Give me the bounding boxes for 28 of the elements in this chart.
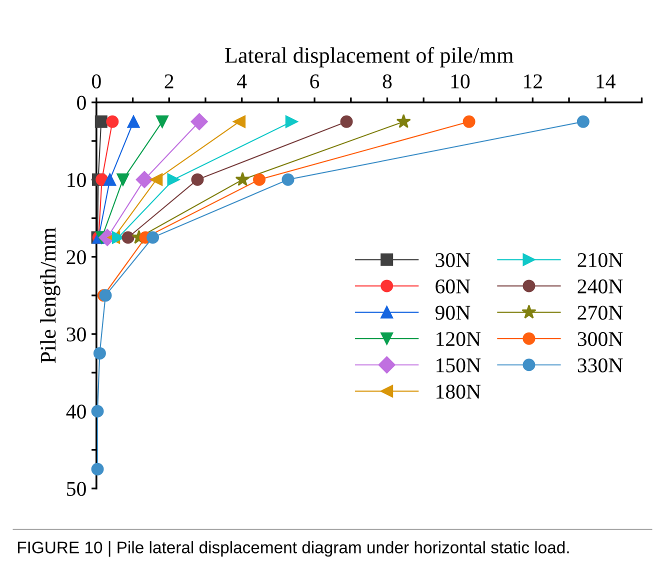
y-tick-label: 50 [67, 482, 86, 496]
x-tick-label: 8 [382, 74, 392, 88]
legend-label: 270N [578, 306, 623, 320]
legend-label: 150N [436, 358, 481, 372]
y-tick-label: 40 [66, 404, 86, 419]
x-tick-label: 4 [237, 74, 247, 88]
x-tick-label: 6 [310, 74, 320, 88]
legend-label: 30N [436, 253, 470, 268]
x-tick-label: 2 [164, 74, 174, 88]
y-tick-label: 30 [66, 327, 86, 342]
caption: FIGURE 10 | Pile lateral displacement diagram under horizontal static load. [18, 541, 569, 557]
y-tick-label: 20 [66, 250, 86, 264]
x-tick-label: 0 [92, 74, 101, 88]
y-axis-title: Pile length/mm [40, 228, 60, 363]
x-tick-label: 14 [596, 74, 616, 88]
x-tick-label: 12 [524, 74, 542, 88]
x-tick-label: 10 [451, 74, 470, 88]
y-tick-label: 0 [77, 96, 86, 110]
legend-label: 180N [436, 384, 481, 399]
y-tick-label: 10 [68, 172, 86, 188]
legend-label: 330N [578, 358, 623, 372]
x-axis-title: Lateral displacement of pile/mm [225, 47, 514, 68]
legend-label: 120N [436, 332, 481, 346]
legend-label: 300N [578, 332, 623, 346]
legend-label: 90N [435, 306, 470, 320]
legend-label: 240N [578, 279, 623, 294]
legend-label: 60N [436, 279, 470, 294]
legend-label: 210N [578, 253, 623, 268]
